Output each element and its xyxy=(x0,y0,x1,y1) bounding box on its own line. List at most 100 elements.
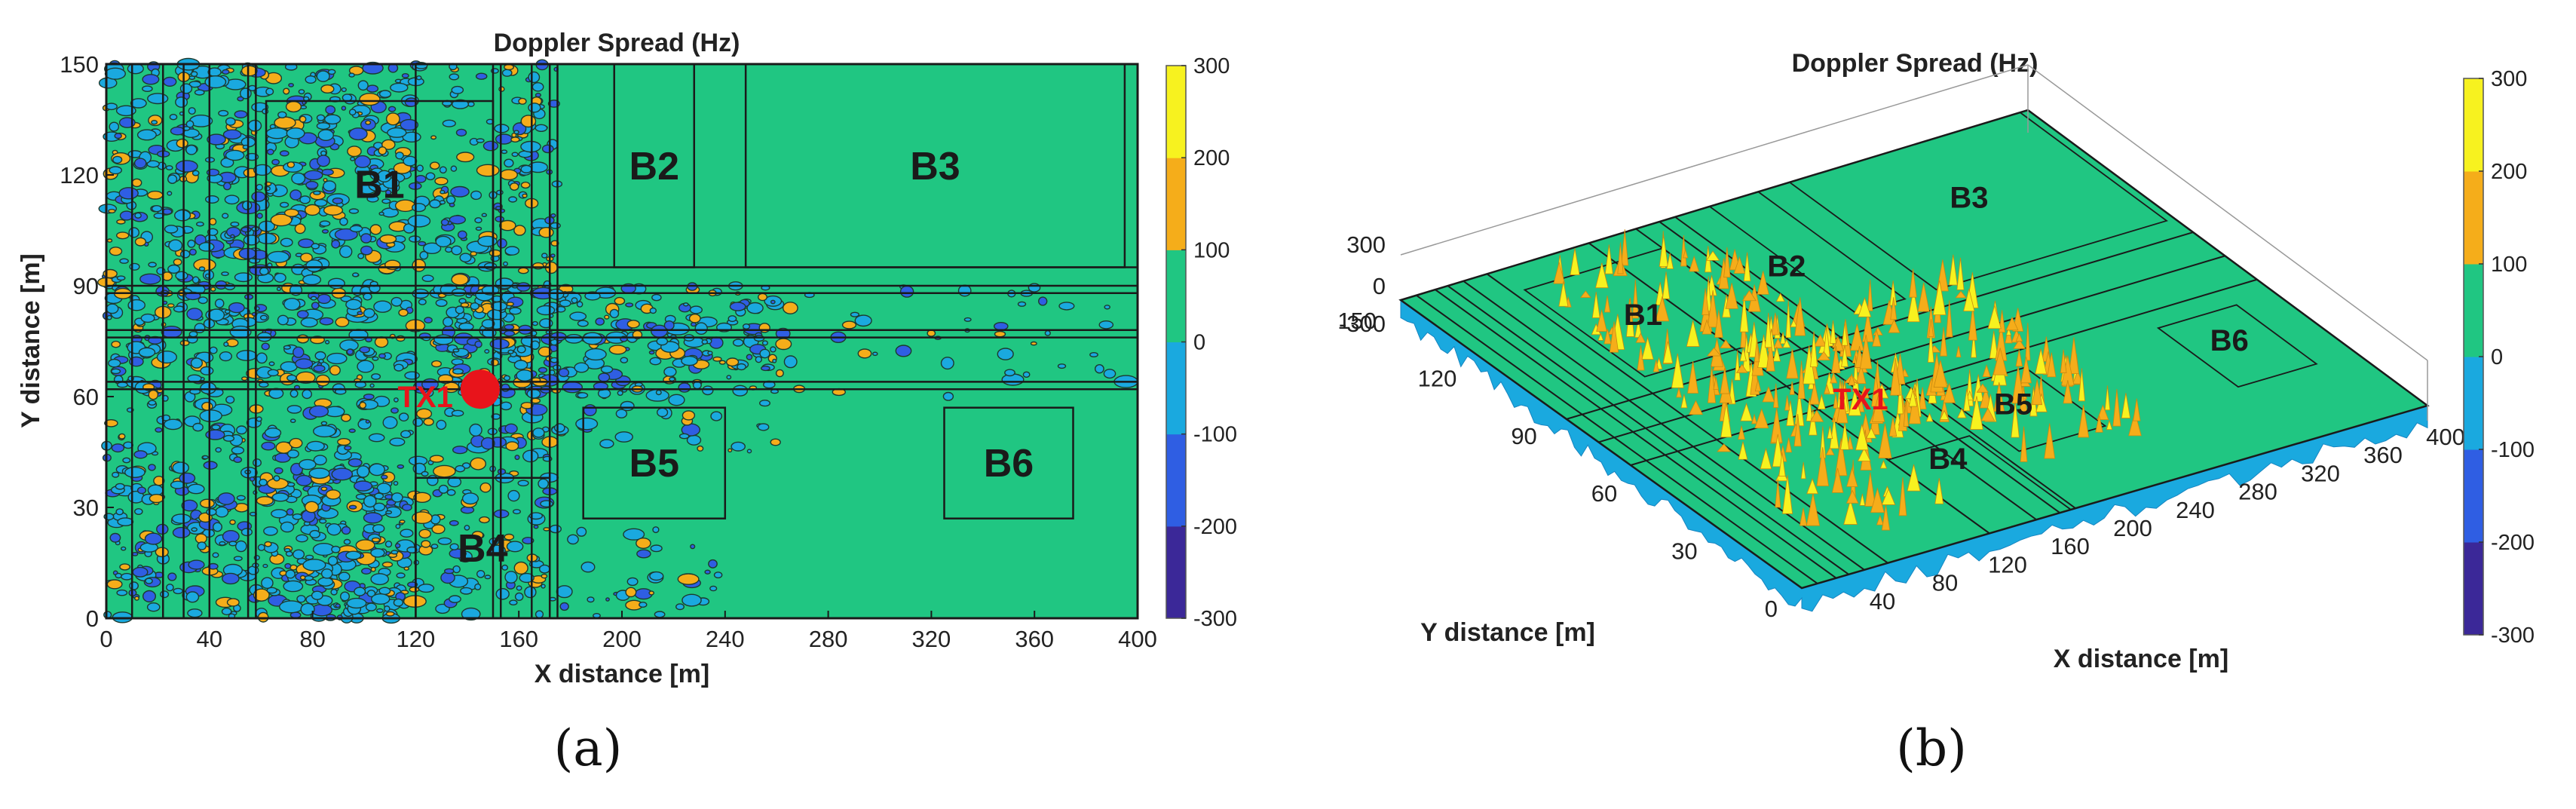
contour-blob xyxy=(519,572,534,584)
surface-spike xyxy=(1993,382,2005,412)
surface-spike xyxy=(2112,388,2121,427)
contour-blob xyxy=(305,75,317,84)
contour-blob xyxy=(233,456,243,464)
contour-blob xyxy=(233,556,243,562)
surface-wall-line xyxy=(1598,255,2225,443)
contour-blob xyxy=(708,559,718,568)
contour-blob xyxy=(283,298,301,311)
contour-blob xyxy=(455,128,467,137)
contour-blob xyxy=(455,464,466,473)
contour-blob xyxy=(222,530,240,544)
contour-blob xyxy=(772,358,777,363)
surface-spike xyxy=(1772,347,1781,362)
surface-spike xyxy=(1553,261,1566,284)
contour-blob xyxy=(327,556,338,566)
contour-blob xyxy=(115,508,124,516)
surface-spike xyxy=(1757,334,1770,368)
contour-blob xyxy=(520,181,531,189)
contour-blob xyxy=(550,222,561,229)
colorbar-tick-label: 100 xyxy=(1193,238,1230,262)
contour-blob xyxy=(423,418,434,426)
contour-blob xyxy=(191,276,200,284)
contour-blob xyxy=(292,513,303,520)
contour-blob xyxy=(231,446,245,455)
contour-blob xyxy=(500,401,513,411)
contour-blob xyxy=(435,299,448,307)
surface-spike xyxy=(1604,244,1613,274)
contour-blob xyxy=(516,345,526,354)
surface-spike xyxy=(1717,443,1732,452)
contour-blob xyxy=(115,483,125,490)
contour-blob xyxy=(320,486,328,492)
contour-blob xyxy=(513,561,528,575)
contour-blob xyxy=(134,596,139,601)
surface-spike xyxy=(1834,438,1848,477)
contour-blob xyxy=(132,566,149,578)
contour-blob xyxy=(522,449,539,463)
contour-blob xyxy=(283,345,292,350)
contour-blob xyxy=(192,422,204,432)
colorbar-tick-label: 300 xyxy=(1193,54,1230,78)
contour-blob xyxy=(275,441,293,454)
contour-blob xyxy=(516,282,531,292)
contour-blob xyxy=(431,360,443,368)
contour-blob xyxy=(169,113,178,121)
contour-blob xyxy=(385,510,393,515)
surface-spike xyxy=(1800,461,1806,480)
contour-blob xyxy=(138,347,156,358)
contour-blob xyxy=(316,70,330,82)
surface-spike xyxy=(1976,383,1989,393)
contour-blob xyxy=(187,483,205,495)
contour-blob xyxy=(200,382,216,394)
surface-spike xyxy=(1720,367,1730,394)
contour-blob xyxy=(221,271,229,277)
contour-blob xyxy=(476,138,485,143)
contour-blob xyxy=(121,572,133,581)
building-label: B3 xyxy=(910,145,960,188)
surface-building-label: B6 xyxy=(2210,324,2249,357)
surface-spike xyxy=(1784,395,1790,411)
surface-spike xyxy=(1754,408,1769,429)
contour-blob xyxy=(451,245,463,256)
surface-spike xyxy=(1864,472,1876,507)
contour-blob xyxy=(449,215,466,225)
contour-blob xyxy=(425,172,436,181)
contour-blob xyxy=(688,313,701,323)
contour-blob xyxy=(482,140,499,152)
contour-blob xyxy=(106,579,123,590)
contour-blob xyxy=(430,544,439,550)
contour-blob xyxy=(312,424,336,438)
contour-blob xyxy=(151,119,158,125)
surface-spike xyxy=(1775,293,1785,302)
contour-blob xyxy=(188,559,205,570)
contour-blob xyxy=(539,564,550,574)
contour-blob xyxy=(222,69,230,75)
contour-blob xyxy=(490,301,508,311)
surface-spike xyxy=(1809,382,1820,405)
contour-blob xyxy=(407,214,431,228)
contour-blob xyxy=(271,158,280,166)
surface-spike xyxy=(1786,348,1799,379)
contour-blob xyxy=(161,325,182,339)
contour-blob xyxy=(116,589,128,596)
contour-blob xyxy=(201,401,213,411)
contour-blob xyxy=(326,352,348,365)
contour-blob xyxy=(520,402,534,409)
contour-blob xyxy=(565,333,584,344)
contour-blob xyxy=(536,305,556,316)
contour-blob xyxy=(475,72,488,80)
panel-b-ticks: 300 0 -300 0 30 60 90 120 150 40 80 120 160 200 240 280… xyxy=(1337,231,2465,622)
contour-blob xyxy=(299,195,311,204)
contour-blob xyxy=(580,561,596,573)
contour-blob xyxy=(198,266,206,271)
panel-a-street-walls xyxy=(106,64,1138,618)
contour-blob xyxy=(534,92,542,98)
contour-blob xyxy=(675,603,685,611)
contour-blob xyxy=(436,419,447,431)
surface-spike xyxy=(1829,417,1839,449)
surface-wall-line xyxy=(1566,231,2194,420)
contour-blob xyxy=(365,602,377,611)
contour-blob xyxy=(504,330,516,337)
contour-blob xyxy=(770,299,776,305)
surface-spike xyxy=(1631,279,1639,319)
